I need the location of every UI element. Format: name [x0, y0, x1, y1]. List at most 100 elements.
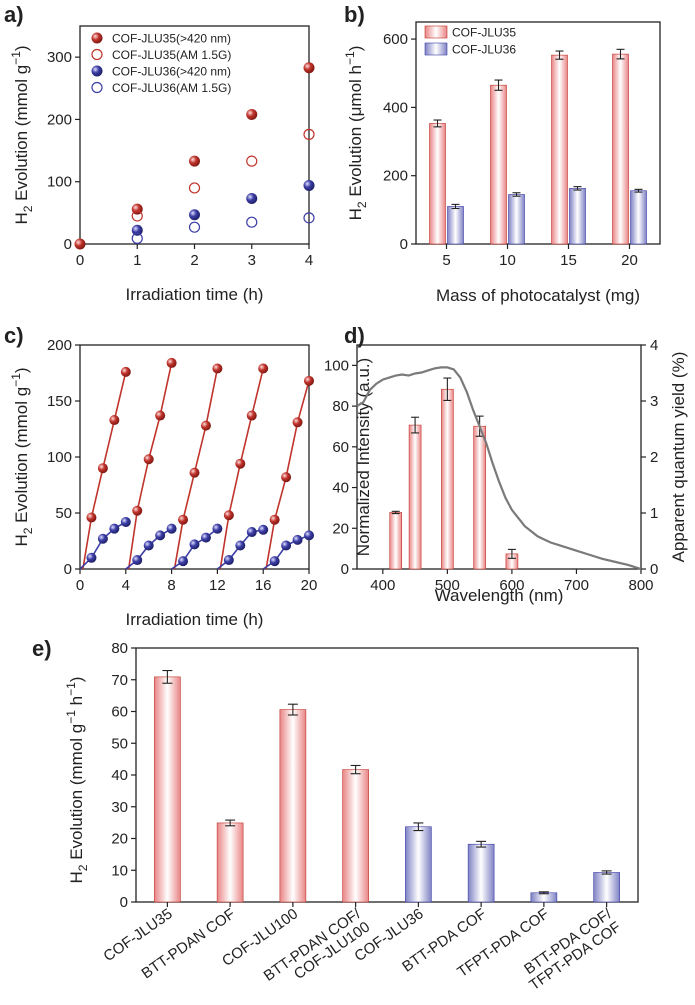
panel-c-point — [269, 556, 280, 567]
panel-d-y-left-tick-label: 100 — [324, 357, 349, 374]
panel-e-y-tick-label: 40 — [111, 767, 128, 784]
panel-a-legend-marker — [91, 81, 103, 94]
panel-b-y-tick-label: 400 — [383, 99, 408, 116]
ylabel-sub: 2 — [76, 864, 90, 871]
panel-c-point — [246, 527, 257, 538]
panel-e-bar — [467, 843, 495, 903]
panel-c-x-tick-label: 0 — [76, 577, 84, 594]
panel-c-point — [178, 556, 189, 567]
panel-a-point — [246, 155, 258, 167]
panel-e-ylabel: H2 Evolution (mmol g−1 h−1) — [64, 677, 90, 884]
panel-c-label: c) — [4, 323, 24, 348]
ylabel-part: Evolution (mmol g — [12, 387, 31, 528]
panel-c-point — [189, 539, 200, 550]
panel-a-xlabel: Irradiation time (h) — [126, 285, 264, 304]
panel-e-bar — [342, 769, 369, 903]
panel-b-bar — [429, 123, 446, 245]
panel-d-ylabel-left: Normalized Intensity (a.u.) — [354, 358, 373, 556]
panel-c-point — [212, 363, 223, 374]
panel-b-bar — [490, 84, 507, 245]
panel-c-y-tick-label: 150 — [47, 393, 72, 410]
ylabel-sup: −1 — [64, 710, 78, 724]
panel-c-point — [258, 363, 269, 374]
panel-b-y-tick-label: 600 — [383, 31, 408, 48]
panel-d-label: d) — [344, 323, 365, 348]
ylabel-part: ) — [12, 367, 31, 373]
panel-a-point — [131, 232, 143, 244]
ylabel-part: H — [12, 534, 31, 546]
panel-d-y-right-tick-label: 0 — [650, 561, 658, 578]
panel-d-y-left-tick-label: 20 — [332, 520, 349, 537]
panel-a-y-tick-label: 200 — [47, 111, 72, 128]
panel-e-y-tick-label: 60 — [111, 704, 128, 721]
panel-c-point — [223, 510, 234, 521]
panel-b-bar — [569, 188, 586, 245]
ylabel-part: ) — [12, 45, 31, 51]
panel-d-ylabel-right: Apparent quantum yield (%) — [669, 352, 688, 563]
panel-c-point — [235, 458, 246, 469]
panel-a-point — [246, 216, 258, 228]
panel-e-bar — [593, 872, 620, 903]
panel-a-x-tick-label: 1 — [133, 252, 141, 269]
panel-e-frame — [135, 647, 639, 903]
panel-c-point — [281, 540, 292, 551]
panel-c-x-tick-label: 20 — [301, 577, 318, 594]
ylabel-part: H — [67, 871, 86, 883]
ylabel-sup: −1 — [343, 51, 357, 65]
panel-b-legend-label: COF-JLU35 — [452, 26, 516, 40]
panel-c-point — [166, 523, 177, 534]
panel-c-point — [132, 555, 143, 566]
panel-a-legend-label: COF-JLU36(>420 nm) — [112, 65, 231, 79]
panel-b-ylabel: H2 Evolution (μmol h−1) — [343, 46, 369, 221]
panel-c-x-tick-label: 16 — [255, 577, 272, 594]
panel-c-y-tick-label: 50 — [55, 505, 72, 522]
panel-c-point — [97, 533, 108, 544]
panel-c-point — [86, 552, 97, 563]
panel-b-bar — [447, 206, 464, 245]
panel-d-y-left-tick-label: 80 — [332, 398, 349, 415]
ylabel-sup: −1 — [9, 373, 23, 387]
ylabel-part: H — [12, 212, 31, 224]
panel-e-bar — [154, 676, 181, 903]
panel-a-point — [189, 155, 200, 167]
panel-a-point — [303, 128, 315, 140]
panel-b-legend-swatch — [424, 42, 448, 56]
panel-a-point — [246, 193, 258, 205]
panel-b-y-tick-label: 200 — [383, 168, 408, 185]
ylabel-part: ) — [67, 677, 86, 683]
panel-a-point — [189, 209, 200, 221]
panel-b-y-tick-label: 0 — [400, 236, 408, 253]
panel-d-y-right-tick-label: 1 — [650, 505, 658, 522]
panel-e-bar — [279, 709, 307, 903]
panel-c-point — [155, 530, 166, 541]
panel-b-label: b) — [344, 2, 365, 27]
panel-e-y-tick-label: 70 — [111, 672, 128, 689]
ylabel-part: μmol h — [346, 65, 365, 116]
panel-c-point — [120, 516, 131, 527]
panel-a-point — [131, 224, 143, 236]
panel-c-point — [269, 514, 280, 525]
panel-d-y-left-tick-label: 60 — [332, 439, 349, 456]
panel-e-y-tick-label: 10 — [111, 862, 128, 879]
panel-a-y-tick-label: 300 — [47, 49, 72, 66]
panel-a-point — [303, 212, 315, 224]
panel-c-point — [143, 540, 154, 551]
panel-c-point — [132, 505, 143, 516]
panel-c-series-line — [127, 362, 173, 570]
panel-c-point — [223, 555, 234, 566]
panel-d-x-tick-label: 700 — [564, 577, 589, 594]
panel-c-point — [292, 534, 303, 545]
panel-c-point — [120, 366, 131, 377]
panel-d-x-tick-label: 400 — [370, 577, 395, 594]
panel-a-point — [303, 62, 315, 74]
panel-e-y-tick-label: 30 — [111, 799, 128, 816]
ylabel-sub: 2 — [21, 205, 35, 212]
panel-b-bar — [551, 54, 568, 245]
panel-a-label: a) — [4, 2, 24, 27]
panel-a-legend-marker — [91, 65, 103, 77]
panel-c-point — [281, 472, 292, 483]
panel-a-point — [131, 210, 143, 222]
ylabel-sup: −1 — [64, 682, 78, 696]
panel-c-point — [155, 410, 166, 421]
